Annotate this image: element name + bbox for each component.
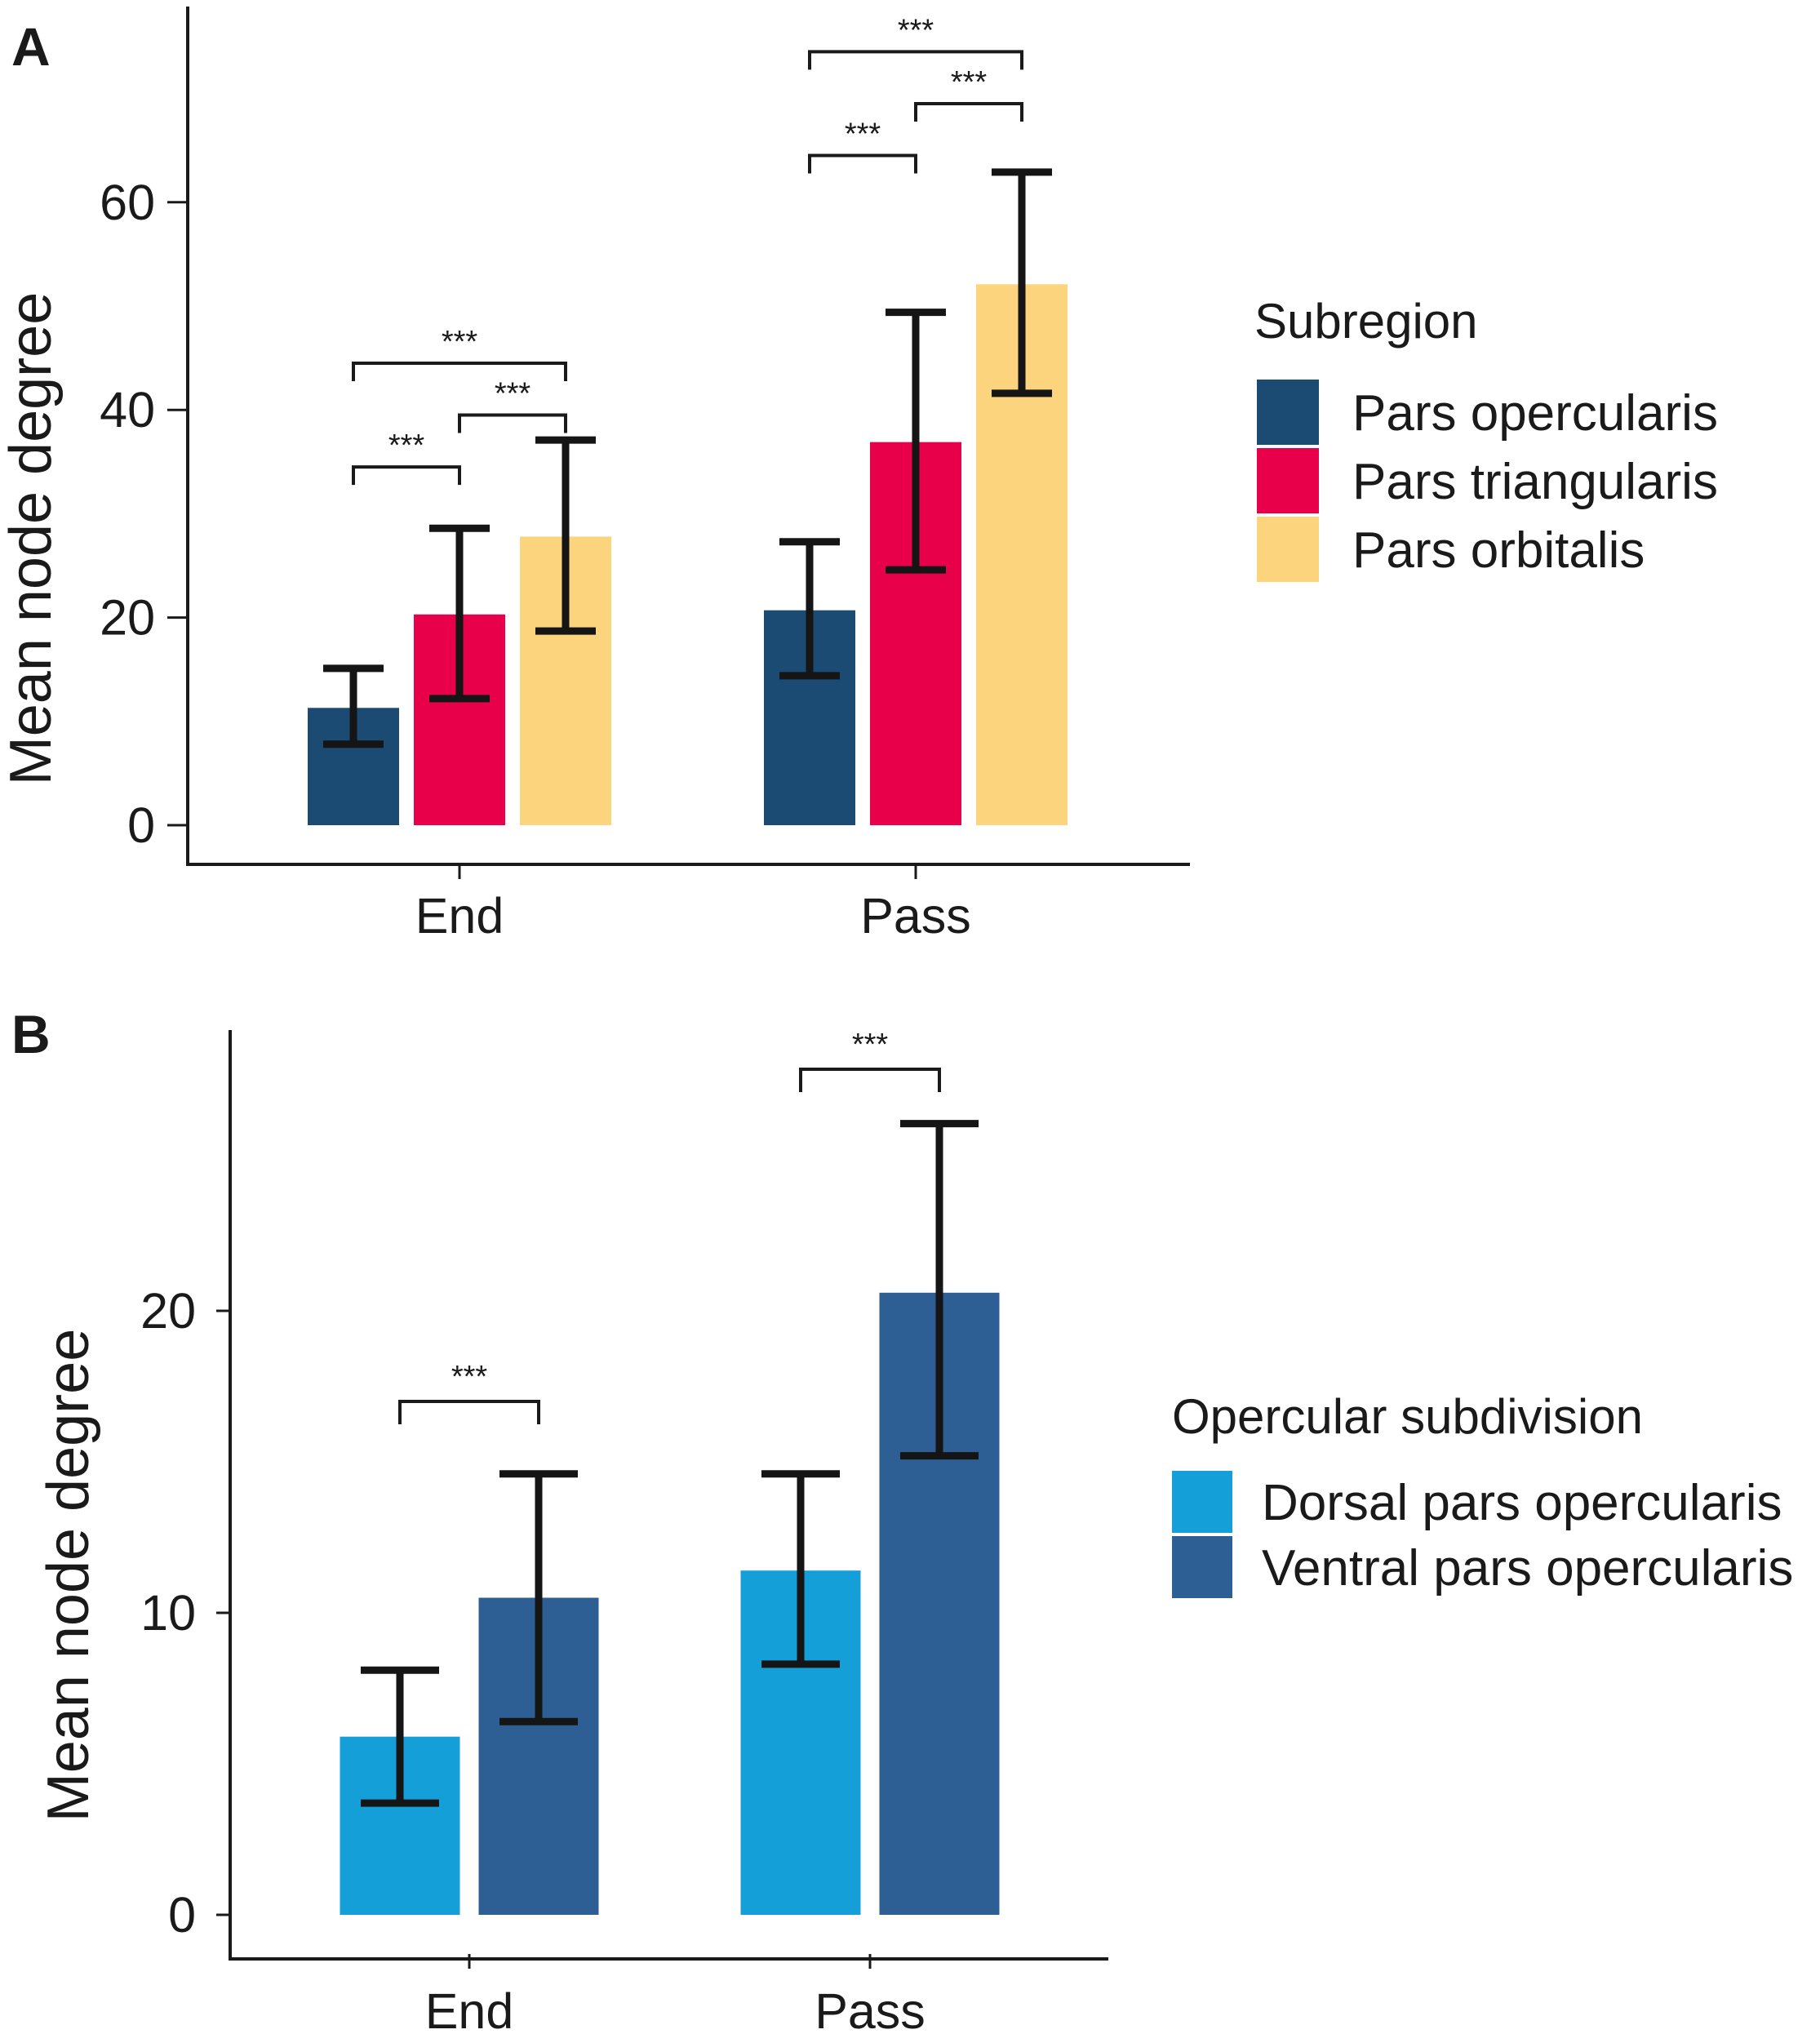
y-axis-label: Mean node degree xyxy=(0,292,64,785)
legend-swatch xyxy=(1257,517,1319,582)
y-ticks: 0 20 40 60 xyxy=(100,175,188,853)
bars xyxy=(308,284,1068,826)
x-tick-label: Pass xyxy=(815,1983,926,2034)
legend-swatch xyxy=(1257,380,1319,445)
significance-bracket xyxy=(808,153,917,174)
x-tick-label: Pass xyxy=(860,888,971,944)
significance-brackets: *** *** *** *** *** *** xyxy=(352,13,1023,486)
significance-bracket xyxy=(808,50,1023,70)
y-tick-label: 20 xyxy=(140,1283,196,1339)
legend-label: Dorsal pars opercularis xyxy=(1262,1475,1782,1531)
significance-bracket xyxy=(352,465,461,486)
x-tick-label: End xyxy=(425,1983,514,2034)
y-tick-label: 0 xyxy=(168,1887,196,1943)
x-categories: End Pass xyxy=(415,864,971,944)
legend-swatch xyxy=(1172,1471,1232,1533)
significance-label: *** xyxy=(451,1360,488,1394)
y-tick-label: 60 xyxy=(100,175,155,230)
legend-label: Pars triangularis xyxy=(1352,454,1718,510)
legend-title: Opercular subdivision xyxy=(1172,1389,1643,1444)
legend: Subregion Pars opercularis Pars triangula… xyxy=(1254,294,1718,582)
significance-brackets: *** *** xyxy=(398,1028,941,1424)
significance-bracket xyxy=(914,101,1023,122)
legend-swatch xyxy=(1172,1536,1232,1598)
legend-swatch xyxy=(1257,448,1319,513)
significance-label: *** xyxy=(442,325,478,359)
bars xyxy=(340,1292,1000,1915)
significance-label: *** xyxy=(388,429,425,463)
y-axis-label: Mean node degree xyxy=(36,1329,101,1822)
panel-b: B Mean node degree 0 10 20 End Pass ****** … xyxy=(11,1004,1793,2034)
significance-bracket xyxy=(799,1068,941,1092)
legend-title: Subregion xyxy=(1254,294,1478,349)
significance-label: *** xyxy=(495,377,531,411)
y-tick-label: 40 xyxy=(100,382,155,437)
error-bars xyxy=(361,1120,979,1807)
significance-label: *** xyxy=(852,1028,889,1062)
panel-label-a: A xyxy=(11,16,51,77)
panel-label-b: B xyxy=(11,1004,51,1064)
significance-bracket xyxy=(458,413,567,433)
significance-label: *** xyxy=(898,13,934,47)
x-tick-label: End xyxy=(415,888,504,944)
significance-label: *** xyxy=(951,65,988,100)
y-ticks: 0 10 20 xyxy=(140,1283,230,1943)
x-categories: End Pass xyxy=(425,1954,926,2034)
error-bars xyxy=(323,168,1052,748)
legend-label: Ventral pars opercularis xyxy=(1262,1540,1793,1597)
y-tick-label: 10 xyxy=(140,1585,196,1641)
legend-label: Pars opercularis xyxy=(1352,385,1718,442)
significance-label: *** xyxy=(845,118,881,152)
legend-label: Pars orbitalis xyxy=(1352,522,1645,579)
y-tick-label: 0 xyxy=(127,797,155,853)
significance-bracket xyxy=(398,1400,540,1424)
significance-bracket xyxy=(352,361,567,381)
y-tick-label: 20 xyxy=(100,590,155,646)
legend: Opercular subdivision Dorsal pars opercu… xyxy=(1172,1389,1793,1598)
